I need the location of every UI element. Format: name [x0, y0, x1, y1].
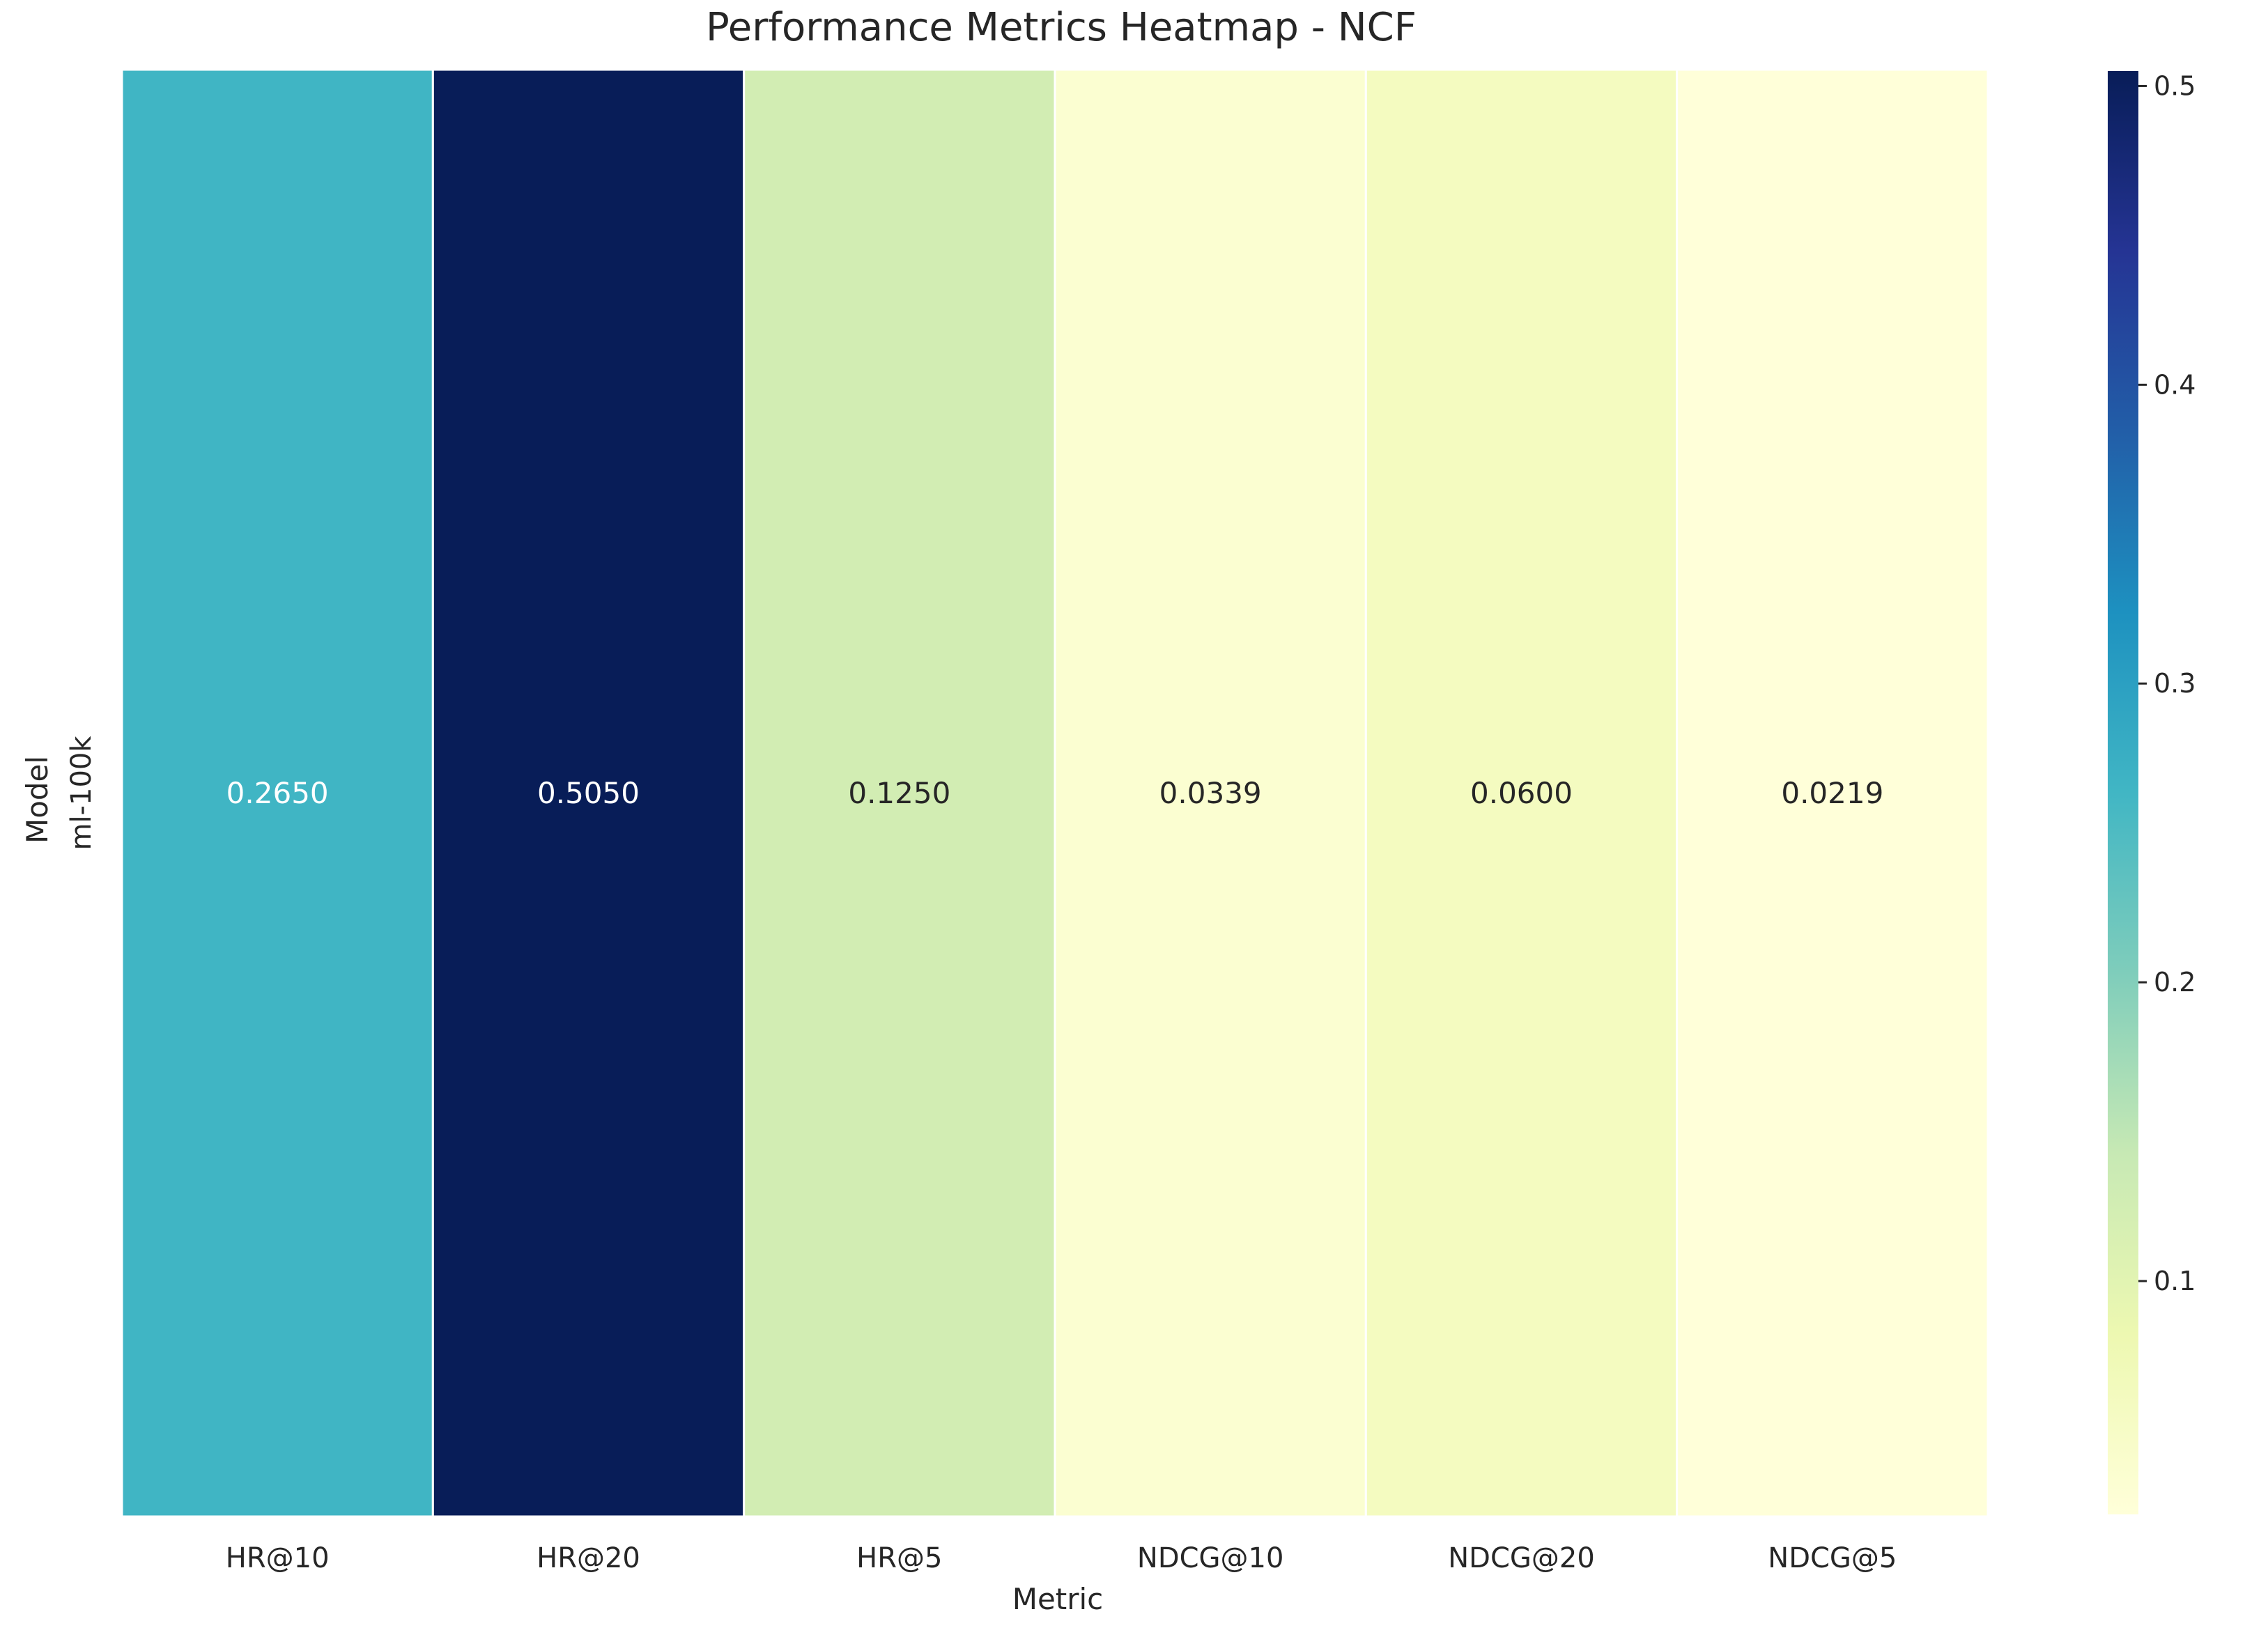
cell-value-label: 0.0339 — [1159, 776, 1262, 810]
y-tick-labels: ml-100k — [65, 736, 98, 851]
x-tick-label: HR@20 — [537, 1542, 640, 1574]
colorbar-tick-label: 0.3 — [2154, 668, 2196, 699]
cell-value-label: 0.0600 — [1470, 776, 1573, 810]
colorbar-tick-label: 0.1 — [2154, 1266, 2196, 1296]
colorbar-ticks: 0.1 0.2 0.3 0.4 0.5 — [2138, 70, 2196, 1296]
heatmap-cell — [121, 68, 434, 1518]
y-axis-label: Model — [20, 756, 54, 844]
x-tick-label: NDCG@10 — [1137, 1542, 1284, 1574]
colorbar-tick-label: 0.4 — [2154, 369, 2196, 400]
colorbar-tick-label: 0.5 — [2154, 70, 2196, 101]
x-tick-label: HR@10 — [226, 1542, 330, 1574]
heatmap-annotations: 0.2650 0.5050 0.1250 0.0339 0.0600 0.0219 — [226, 776, 1884, 810]
x-tick-labels: HR@10 HR@20 HR@5 NDCG@10 NDCG@20 NDCG@5 — [226, 1542, 1897, 1574]
chart-title: Performance Metrics Heatmap - NCF — [706, 5, 1417, 50]
y-tick-label: ml-100k — [65, 736, 98, 851]
x-tick-label: NDCG@5 — [1768, 1542, 1897, 1574]
heatmap-cell — [1676, 68, 1989, 1518]
x-axis-label: Metric — [1012, 1582, 1104, 1616]
colorbar-tick-label: 0.2 — [2154, 967, 2196, 998]
heatmap-cell — [743, 68, 1056, 1518]
cell-value-label: 0.2650 — [226, 776, 329, 810]
heatmap-cell — [1054, 68, 1367, 1518]
heatmap-cell — [431, 68, 746, 1518]
heatmap-cell — [1364, 68, 1679, 1518]
cell-value-label: 0.5050 — [537, 776, 640, 810]
x-tick-label: NDCG@20 — [1448, 1542, 1595, 1574]
x-tick-label: HR@5 — [856, 1542, 942, 1574]
cell-value-label: 0.0219 — [1781, 776, 1883, 810]
cell-value-label: 0.1250 — [848, 776, 950, 810]
heatmap-cells — [121, 68, 1989, 1518]
colorbar — [2108, 71, 2138, 1514]
